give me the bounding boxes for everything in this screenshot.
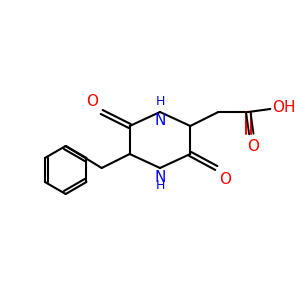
Text: H: H	[155, 179, 165, 192]
Text: N: N	[154, 170, 166, 185]
Text: H: H	[155, 95, 165, 108]
Text: OH: OH	[272, 100, 296, 116]
Text: O: O	[219, 172, 231, 187]
Text: N: N	[154, 113, 166, 128]
Text: O: O	[86, 94, 98, 109]
Text: O: O	[247, 139, 259, 154]
